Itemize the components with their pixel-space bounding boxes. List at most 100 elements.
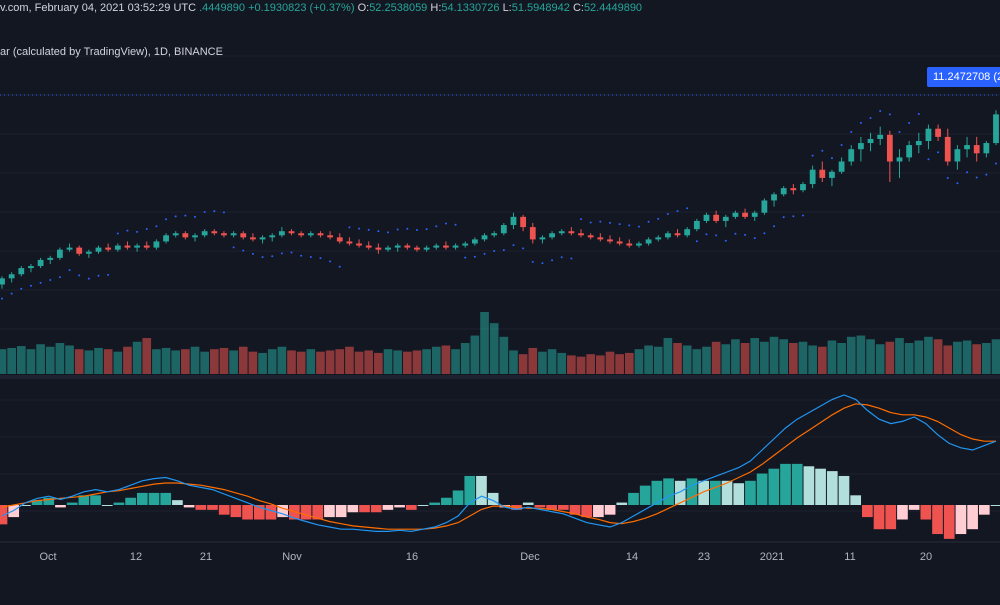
candle-body: [85, 251, 92, 254]
histogram-bar: [990, 505, 1000, 506]
volume-bar: [45, 346, 55, 374]
candle-body: [433, 245, 440, 248]
sar-dot: [966, 171, 969, 174]
candle-body: [385, 247, 391, 250]
x-tick-label: 14: [626, 551, 638, 563]
candle-body: [809, 169, 816, 185]
volume-bar: [200, 351, 209, 374]
volume-bar: [267, 349, 277, 374]
x-tick-label: 21: [200, 551, 212, 563]
histogram-bar: [265, 505, 277, 520]
histogram-bar: [347, 505, 359, 513]
candle-body: [404, 245, 411, 248]
histogram-bar: [815, 468, 826, 505]
volume-bar: [65, 345, 74, 374]
candle-body: [587, 235, 594, 238]
histogram-bar: [101, 505, 113, 506]
sar-dot: [174, 215, 177, 218]
candle-body: [771, 194, 777, 201]
low-value: 51.5948942: [511, 2, 570, 14]
sar-dot: [68, 269, 71, 272]
sar-dot: [512, 244, 515, 247]
sar-dot: [599, 220, 602, 223]
volume-bar: [846, 336, 856, 374]
volume-bar: [345, 346, 354, 374]
candle-body: [28, 266, 34, 269]
volume-bar: [238, 346, 248, 374]
volume-bar: [16, 346, 26, 374]
candle-body: [124, 245, 131, 248]
histogram-bar: [218, 505, 230, 515]
volume-bar: [682, 345, 692, 374]
volume-bar: [933, 339, 943, 374]
sar-dot: [464, 256, 467, 259]
sar-dot: [724, 239, 727, 242]
histogram-bar: [136, 492, 148, 505]
volume-bar: [441, 345, 451, 374]
sar-dot: [744, 233, 747, 236]
histogram-bar: [745, 480, 756, 505]
sar-dot: [782, 216, 785, 219]
volume-bar: [152, 349, 161, 374]
volume-bar: [875, 344, 885, 374]
candle-body: [742, 212, 748, 217]
histogram-bar: [405, 505, 417, 510]
histogram-bar: [850, 495, 862, 505]
volume-bar: [489, 323, 499, 374]
ohlc-header: v.com, February 04, 2021 03:52:29 UTC .4…: [0, 2, 642, 14]
candle-body: [114, 245, 121, 250]
histogram-bar: [756, 473, 768, 505]
sar-dot: [637, 225, 640, 228]
histogram-bar: [534, 505, 546, 508]
volume-bar: [248, 351, 258, 374]
histogram-bar: [487, 492, 499, 505]
histogram-bar: [862, 505, 873, 518]
candle-body: [414, 247, 420, 250]
sar-dot: [415, 228, 418, 231]
volume-bar: [190, 346, 200, 374]
sar-dot: [473, 255, 476, 258]
sar-dot: [406, 227, 409, 230]
volume-bar: [740, 343, 750, 374]
close-label: C:: [572, 2, 584, 14]
candle-body: [906, 145, 913, 158]
candle-body: [423, 247, 430, 250]
candle-body: [703, 214, 710, 221]
x-tick-label: 20: [920, 551, 932, 563]
sar-dot: [329, 260, 332, 263]
candle-body: [790, 188, 797, 191]
volume-pane: [0, 312, 1000, 374]
volume-bar: [808, 345, 817, 374]
volume-bar: [55, 343, 65, 374]
sar-dot: [271, 255, 274, 258]
candle-body: [250, 237, 256, 240]
histogram-bar: [183, 505, 195, 508]
histogram-bar: [43, 497, 55, 505]
histogram-bar: [932, 505, 943, 535]
sar-dot: [531, 260, 534, 263]
histogram-bar: [476, 475, 487, 505]
histogram-bar: [686, 478, 698, 505]
histogram-bar: [20, 505, 31, 506]
candle-body: [713, 214, 720, 221]
histogram-bar: [429, 502, 441, 505]
candle-body: [240, 233, 247, 238]
volume-bar: [827, 340, 837, 374]
candle-body: [192, 235, 198, 238]
sar-dot: [898, 131, 901, 133]
volume-bar: [354, 351, 364, 374]
sar-dot: [232, 246, 235, 249]
histogram-bar: [125, 497, 136, 505]
candle-body: [8, 274, 15, 279]
histogram-bar: [55, 505, 66, 508]
candle-body: [134, 245, 141, 248]
sar-dot: [657, 217, 660, 220]
sar-dot: [570, 257, 573, 260]
histogram-bar: [242, 505, 253, 520]
histogram-bar: [417, 505, 429, 506]
volume-bar: [866, 339, 875, 374]
sar-dot: [985, 173, 988, 176]
histogram-bar: [581, 505, 593, 518]
volume-bar: [94, 347, 103, 374]
